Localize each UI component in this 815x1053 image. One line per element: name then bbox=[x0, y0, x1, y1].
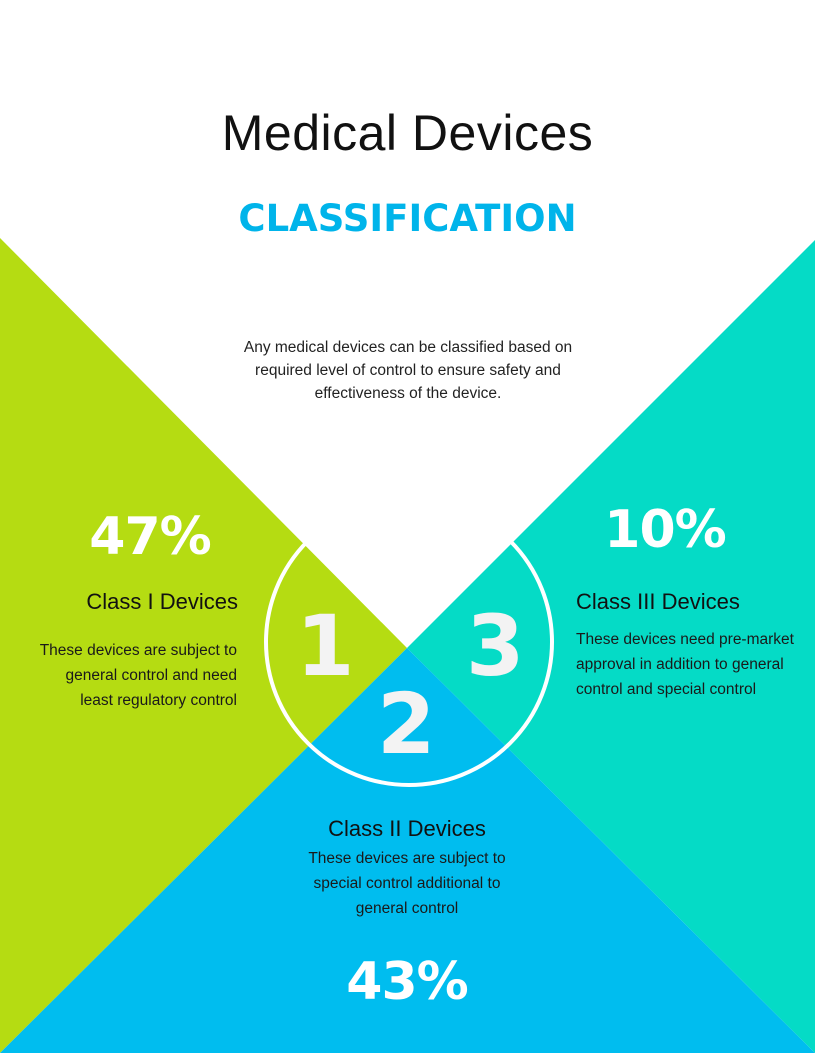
page-subtitle: CLASSIFICATION bbox=[238, 197, 577, 240]
class-2-heading: Class II Devices bbox=[328, 816, 486, 841]
class-3-percent: 10% bbox=[604, 500, 726, 560]
center-ring bbox=[264, 497, 554, 787]
page-title: Medical Devices bbox=[221, 105, 594, 161]
class-3-number: 3 bbox=[466, 597, 525, 695]
intro-text: Any medical devices can be classified ba… bbox=[243, 339, 573, 402]
class-3-heading: Class III Devices bbox=[576, 589, 740, 614]
class-1-heading: Class I Devices bbox=[86, 589, 238, 614]
class-2-percent: 43% bbox=[346, 952, 468, 1012]
class-2-description: These devices are subject to special con… bbox=[308, 850, 506, 917]
class-2-number: 2 bbox=[377, 675, 436, 773]
class-3-teal-panel bbox=[407, 240, 815, 1053]
class-3-description: These devices need pre-market approval i… bbox=[576, 631, 794, 698]
class-1-green-panel bbox=[0, 238, 407, 1053]
class-1-percent: 47% bbox=[89, 507, 211, 567]
class-1-number: 1 bbox=[296, 597, 355, 695]
class-1-description: These devices are subject to general con… bbox=[39, 642, 237, 709]
class-2-blue-panel bbox=[0, 648, 815, 1053]
